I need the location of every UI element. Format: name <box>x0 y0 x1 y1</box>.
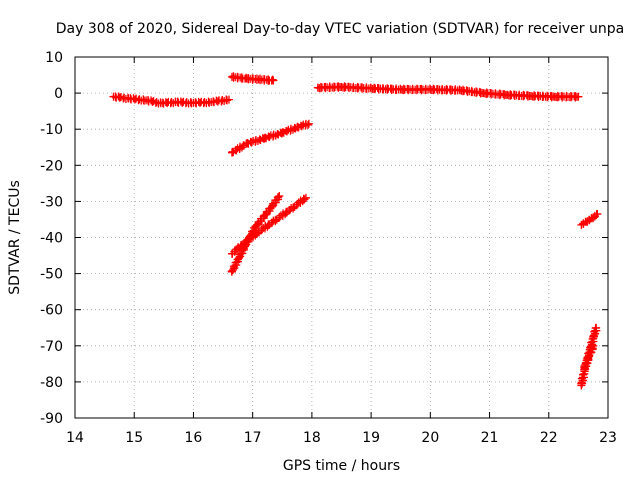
x-tick-label: 19 <box>362 430 380 446</box>
data-marker-run <box>227 245 248 276</box>
data-marker-run <box>228 139 251 157</box>
data-series <box>227 72 278 85</box>
data-point <box>593 210 602 219</box>
y-tick-label: -50 <box>40 267 63 283</box>
data-series <box>227 193 310 258</box>
data-point <box>589 341 598 350</box>
y-tick-label: -70 <box>40 339 63 355</box>
y-axis-label: SDTVAR / TECUs <box>7 180 23 295</box>
data-layer <box>109 72 602 390</box>
data-marker-run <box>243 229 262 246</box>
data-marker-run <box>368 83 405 94</box>
x-tick-label: 16 <box>185 430 203 446</box>
data-series <box>227 191 284 276</box>
x-tick-label: 21 <box>481 430 499 446</box>
data-marker-run <box>251 204 274 231</box>
y-tick-label: -10 <box>40 122 63 138</box>
x-tick-label: 23 <box>599 430 617 446</box>
data-marker-run <box>255 216 280 237</box>
grid <box>75 57 608 418</box>
data-point <box>269 76 278 85</box>
y-tick-label: -80 <box>40 375 63 391</box>
y-tick-label: -20 <box>40 158 63 174</box>
x-tick-label: 14 <box>66 430 84 446</box>
y-tick-label: -40 <box>40 231 63 247</box>
data-marker-run <box>315 82 345 93</box>
x-tick-label: 15 <box>125 430 143 446</box>
data-marker-run <box>481 88 510 100</box>
data-marker-run <box>339 82 375 93</box>
data-series <box>227 119 313 157</box>
y-tick-label: 10 <box>45 50 63 66</box>
data-series <box>313 82 583 102</box>
data-marker-run <box>457 85 487 98</box>
y-tick-label: -30 <box>40 194 63 210</box>
x-axis-label: GPS time / hours <box>283 458 400 474</box>
data-series <box>577 210 602 229</box>
chart-title: Day 308 of 2020, Sidereal Day-to-day VTE… <box>56 21 624 37</box>
axis-ticks: 14 15 16 17 18 19 20 21 22 23 10 0 -10 -20 -30 -40 -50 -6… <box>40 50 617 446</box>
data-point <box>275 191 284 200</box>
data-marker-run <box>398 84 434 95</box>
y-tick-label: 0 <box>54 86 63 102</box>
data-point <box>224 95 233 104</box>
data-series <box>109 92 233 108</box>
y-tick-label: -90 <box>40 411 63 427</box>
data-series <box>580 341 598 372</box>
data-marker-run <box>552 91 581 102</box>
y-tick-label: -60 <box>40 303 63 319</box>
data-marker-run <box>266 193 283 213</box>
data-point <box>592 323 601 332</box>
data-marker-run <box>272 203 298 224</box>
data-point <box>304 119 313 128</box>
x-tick-label: 18 <box>303 430 321 446</box>
x-tick-label: 20 <box>421 430 439 446</box>
data-marker-run <box>209 95 232 107</box>
data-marker-run <box>228 237 250 258</box>
plot-frame <box>74 56 609 419</box>
data-marker-run <box>528 91 558 102</box>
x-tick-label: 17 <box>244 430 262 446</box>
data-marker-run <box>427 84 464 95</box>
x-tick-label: 22 <box>540 430 558 446</box>
data-point <box>589 213 598 222</box>
data-point <box>301 193 310 202</box>
data-marker-run <box>158 97 180 108</box>
data-marker-run <box>290 194 309 211</box>
data-point <box>574 92 583 101</box>
